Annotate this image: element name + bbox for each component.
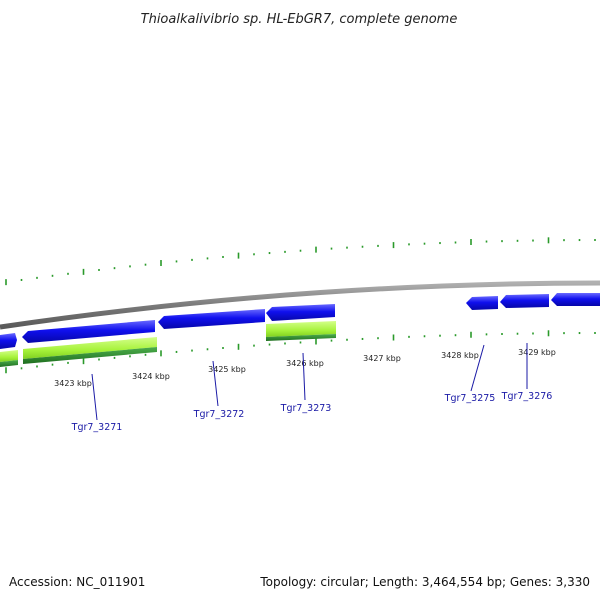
cds-feature — [23, 337, 157, 359]
gene-arrow — [500, 294, 549, 308]
ruler: 3423 kbp 3424 kbp 3425 kbp 3426 kbp 3427… — [54, 348, 556, 388]
cds-feature-track — [0, 321, 336, 367]
cds-feature — [0, 350, 18, 362]
ruler-label-3425: 3425 kbp — [208, 365, 246, 374]
gene-label-tgr7-3273[interactable]: Tgr7_3273 — [280, 403, 332, 414]
cds-feature — [23, 347, 157, 364]
ruler-label-3427: 3427 kbp — [363, 354, 401, 363]
genome-backbone — [0, 280, 600, 330]
gene-arrow — [266, 304, 335, 321]
gene-label-leaders — [91, 343, 528, 421]
cds-feature — [0, 360, 18, 367]
ruler-label-3424: 3424 kbp — [132, 372, 170, 381]
leader-line — [91, 373, 98, 421]
leader-line — [470, 344, 485, 392]
gene-arrow — [0, 333, 17, 349]
ruler-label-3426: 3426 kbp — [286, 359, 324, 368]
gene-arrow — [158, 309, 265, 329]
gene-track — [0, 293, 600, 349]
gc-skew-track-outer — [5, 237, 596, 286]
gene-arrow — [466, 296, 498, 310]
cds-feature — [266, 321, 336, 337]
gene-label-tgr7-3272[interactable]: Tgr7_3272 — [193, 409, 245, 420]
ruler-label-3428: 3428 kbp — [441, 351, 479, 360]
ruler-label-3423: 3423 kbp — [54, 379, 92, 388]
leader-line — [212, 360, 219, 407]
gene-labels: Tgr7_3271 Tgr7_3272 Tgr7_3273 Tgr7_3275 … — [71, 391, 553, 433]
gene-label-tgr7-3275[interactable]: Tgr7_3275 — [444, 393, 496, 404]
gene-label-tgr7-3276[interactable]: Tgr7_3276 — [501, 391, 553, 402]
map-title: Thioalkalivibrio sp. HL-EbGR7, complete … — [141, 12, 458, 27]
gene-arrow — [22, 320, 155, 343]
gene-label-tgr7-3271[interactable]: Tgr7_3271 — [71, 422, 123, 433]
gc-skew-track-inner — [5, 330, 596, 374]
gene-arrow — [551, 293, 600, 306]
leader-line — [302, 352, 306, 401]
topology-text: Topology: circular; Length: 3,464,554 bp… — [260, 575, 590, 589]
cds-feature — [266, 334, 336, 341]
ruler-label-3429: 3429 kbp — [518, 348, 556, 357]
accession-text: Accession: NC_011901 — [9, 575, 146, 589]
